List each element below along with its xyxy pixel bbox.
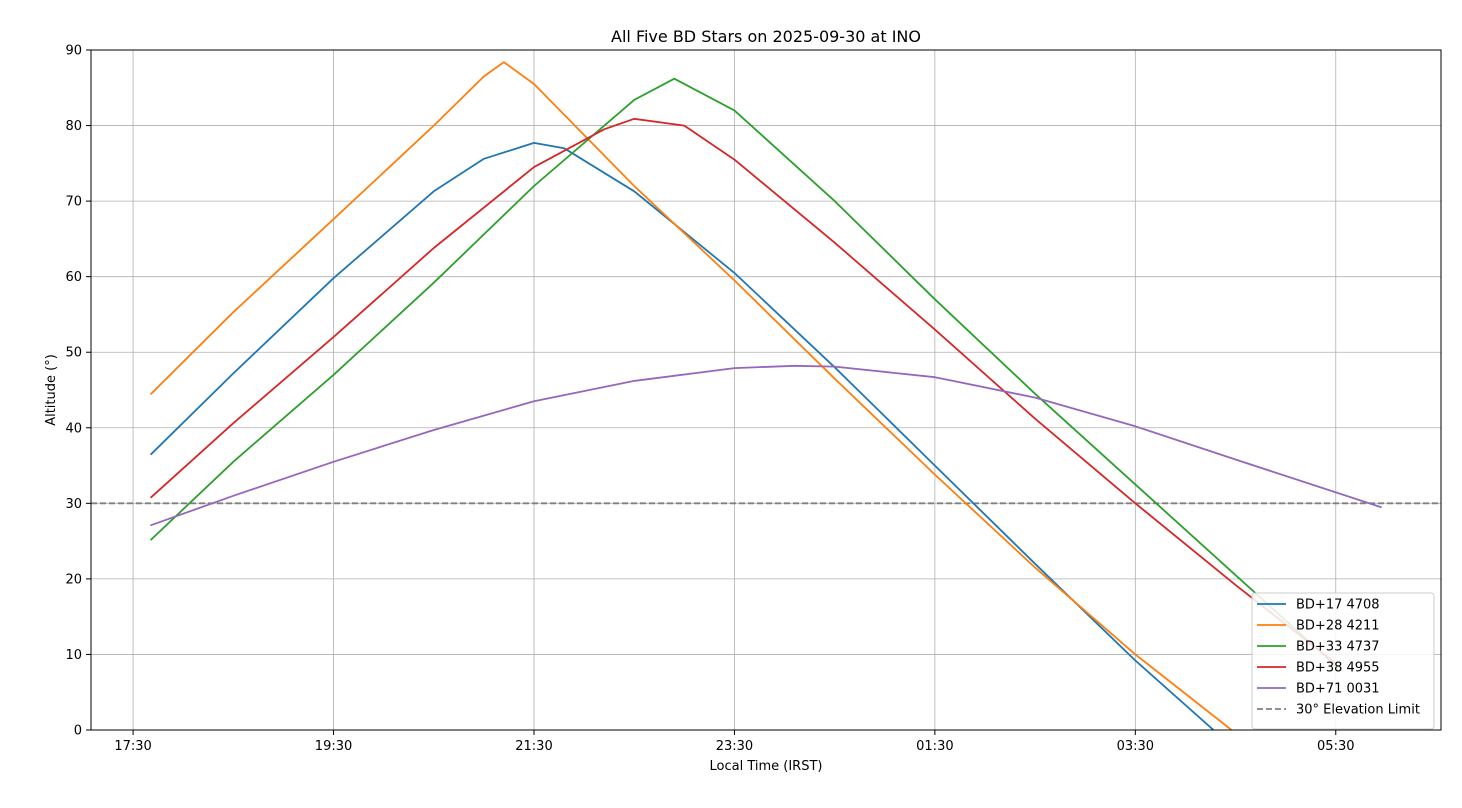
chart-title: All Five BD Stars on 2025-09-30 at INO — [611, 27, 921, 46]
x-axis-title: Local Time (IRST) — [710, 759, 823, 774]
legend-label: BD+71 0031 — [1296, 682, 1380, 697]
y-tick-label: 20 — [65, 572, 82, 587]
y-tick-label: 40 — [65, 421, 82, 436]
legend-box — [1251, 592, 1435, 730]
series-line-bd-71-0031 — [150, 364, 1382, 527]
legend-label: BD+38 4955 — [1296, 661, 1380, 676]
legend-label: BD+28 4211 — [1296, 619, 1380, 634]
x-tick-label: 23:30 — [716, 739, 753, 754]
legend-label: BD+33 4737 — [1296, 640, 1380, 655]
y-tick-label: 80 — [65, 119, 82, 134]
series-line-bd-28-4211 — [150, 61, 1233, 730]
legend: BD+17 4708 BD+28 4211 BD+33 4737 BD+38 4955… — [1251, 592, 1435, 730]
x-tick-label: 05:30 — [1317, 739, 1354, 754]
y-tick-label: 10 — [65, 648, 82, 663]
series-line-bd-38-4955 — [150, 117, 1337, 665]
x-tick-label: 01:30 — [916, 739, 953, 754]
y-tick-label: 60 — [65, 270, 82, 285]
y-tick-label: 70 — [65, 195, 82, 210]
y-tick-label: 0 — [74, 724, 82, 739]
y-tick-label: 50 — [65, 346, 82, 361]
y-axis-title: Altitude (°) — [44, 354, 59, 426]
x-tick-label: 21:30 — [515, 739, 552, 754]
legend-label: BD+17 4708 — [1296, 598, 1380, 613]
axis-ticks: 17:30 19:30 21:30 23:30 01:30 03:30 05:30 0 10 20… — [65, 44, 1354, 755]
x-tick-label: 17:30 — [114, 739, 151, 754]
series-line-bd-17-4708 — [150, 142, 1215, 730]
x-tick-label: 03:30 — [1117, 739, 1154, 754]
series-layer — [150, 61, 1382, 730]
x-tick-label: 19:30 — [315, 739, 352, 754]
y-tick-label: 90 — [65, 44, 82, 59]
plot-frame — [90, 49, 1442, 731]
legend-label: 30° Elevation Limit — [1296, 703, 1420, 718]
y-tick-label: 30 — [65, 497, 82, 512]
series-line-bd-33-4737 — [150, 77, 1337, 667]
